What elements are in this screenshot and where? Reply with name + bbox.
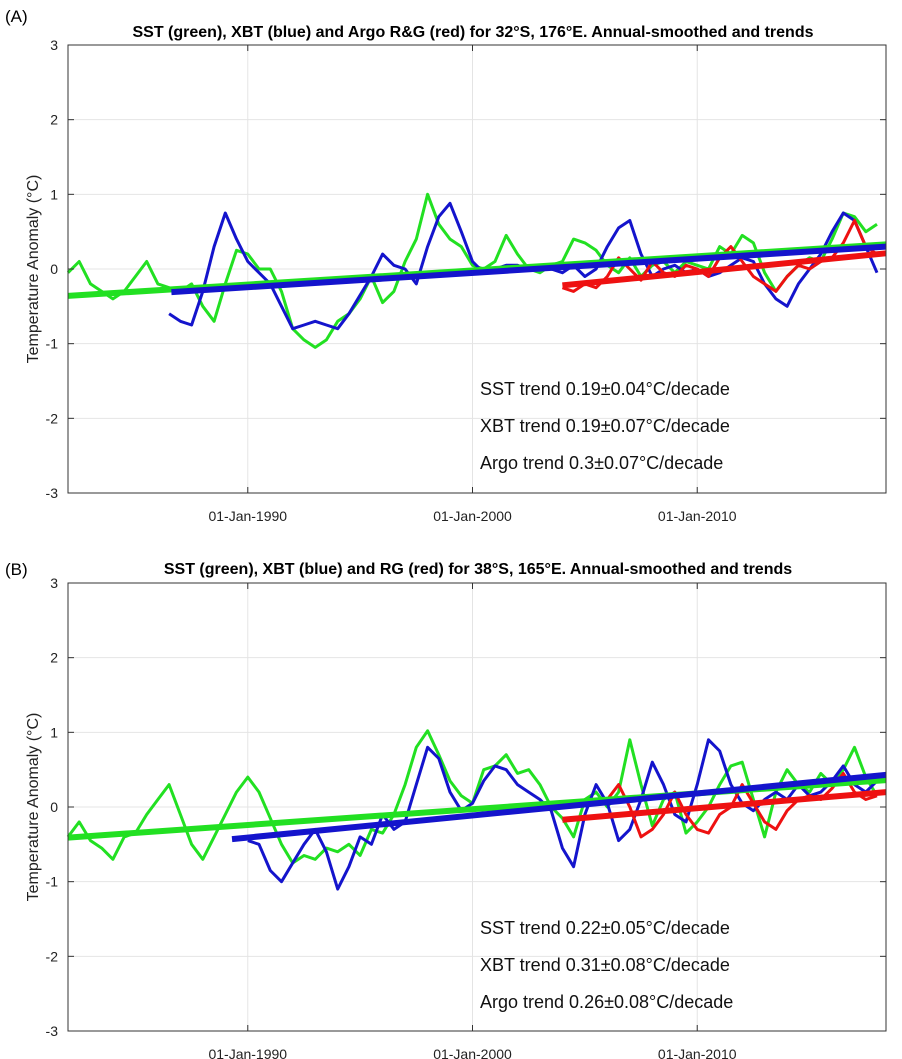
panel-b-trend-annotation: SST trend 0.22±0.05°C/decade: [480, 918, 730, 938]
panel-a-ytick-label: -1: [46, 336, 59, 352]
panel-b-argo-trend: [562, 789, 887, 823]
panel-a-sst-line: [66, 192, 878, 349]
panel-a-trend-annotation: Argo trend 0.3±0.07°C/decade: [480, 453, 723, 473]
panel-a-xbt-trend: [171, 243, 887, 296]
panel-b-ytick-label: 0: [50, 799, 58, 815]
panel-a: -3 -2 -1 0 1 2 3 01-Jan-1990 01-Jan-2000 01-Jan-2…: [5, 7, 887, 524]
panel-a-ytick-label: 3: [50, 37, 58, 53]
panel-b-xbt-trend: [231, 771, 887, 843]
panel-b-ytick-label: -1: [46, 874, 59, 890]
panel-a-title: SST (green), XBT (blue) and Argo R&G (re…: [132, 24, 813, 41]
panel-b-ytick-label: 2: [50, 650, 58, 666]
panel-a-ytick-label: -2: [46, 410, 59, 426]
panel-b-xtick-label: 01-Jan-1990: [208, 1046, 287, 1059]
panel-b-rg-line: [606, 771, 878, 839]
panel-b: -3 -2 -1 0 1 2 3 01-Jan-1990 01-Jan-2000 01-Jan-2…: [5, 560, 887, 1059]
panel-b-ytick-label: 3: [50, 575, 58, 591]
panel-a-ytick-label: 2: [50, 112, 58, 128]
panel-b-ytick-label: -2: [46, 948, 59, 964]
panel-a-ytick-label: -3: [46, 485, 59, 501]
panel-a-label: (A): [5, 7, 28, 26]
panel-a-trend-annotation: XBT trend 0.19±0.07°C/decade: [480, 416, 730, 436]
panel-a-xtick-label: 01-Jan-1990: [208, 508, 287, 524]
panel-a-xtick-label: 01-Jan-2000: [433, 508, 512, 524]
panel-b-trend-annotation: XBT trend 0.31±0.08°C/decade: [480, 955, 730, 975]
panel-b-xtick-label: 01-Jan-2010: [658, 1046, 737, 1059]
panel-b-trend-annotation: Argo trend 0.26±0.08°C/decade: [480, 992, 733, 1012]
panel-b-y-axis-label: Temperature Anomaly (°C): [25, 713, 42, 902]
panel-a-ytick-label: 0: [50, 261, 58, 277]
panel-a-trend-annotation: SST trend 0.19±0.04°C/decade: [480, 379, 730, 399]
panel-a-xtick-label: 01-Jan-2010: [658, 508, 737, 524]
panel-b-ytick-label: -3: [46, 1023, 59, 1039]
panel-a-y-axis-label: Temperature Anomaly (°C): [25, 175, 42, 364]
panel-b-xtick-label: 01-Jan-2000: [433, 1046, 512, 1059]
panel-a-ytick-label: 1: [50, 186, 58, 202]
panel-b-xbt-line: [247, 738, 879, 891]
panel-b-ytick-label: 1: [50, 724, 58, 740]
panel-a-argo-trend: [562, 250, 887, 289]
panel-b-title: SST (green), XBT (blue) and RG (red) for…: [164, 561, 792, 578]
panel-b-label: (B): [5, 560, 28, 579]
